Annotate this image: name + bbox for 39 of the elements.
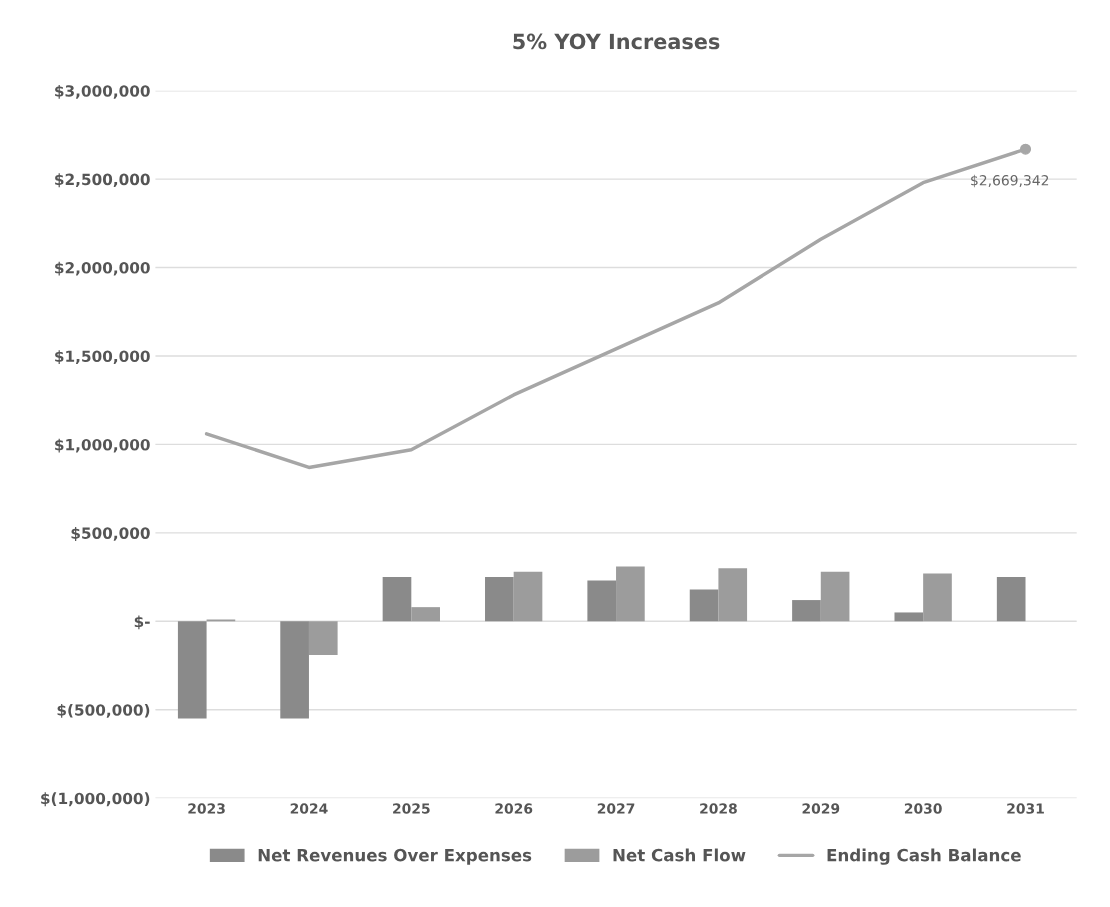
y-tick-label: $2,500,000 xyxy=(55,173,150,188)
x-tick-label: 2025 xyxy=(393,803,430,814)
x-tick-label: 2026 xyxy=(495,803,533,814)
bar xyxy=(689,589,719,622)
bar xyxy=(718,568,748,622)
bar xyxy=(280,621,309,719)
x-tick-label: 2030 xyxy=(904,803,942,814)
y-tick-label: $3,000,000 xyxy=(55,84,150,99)
bar xyxy=(308,621,338,655)
bar xyxy=(177,621,207,719)
x-tick-label: 2027 xyxy=(597,803,635,814)
bar xyxy=(820,571,850,622)
y-tick-label: $1,000,000 xyxy=(55,438,150,453)
x-tick-label: 2023 xyxy=(188,803,225,814)
legend-label: Net Revenues Over Expenses xyxy=(258,848,532,865)
x-tick-label: 2024 xyxy=(290,803,328,814)
x-tick-label: 2028 xyxy=(700,803,737,814)
bar xyxy=(485,577,514,622)
bar xyxy=(894,612,924,622)
bar xyxy=(616,566,645,622)
y-tick-label: $(1,000,000) xyxy=(41,792,150,807)
bar xyxy=(996,577,1026,622)
y-tick-label: $500,000 xyxy=(71,527,150,541)
y-tick-label: $- xyxy=(134,615,150,630)
y-tick-label: $2,000,000 xyxy=(55,261,150,276)
bar xyxy=(587,580,617,622)
legend-label: Net Cash Flow xyxy=(613,848,746,862)
x-tick-label: 2031 xyxy=(1007,803,1044,814)
bar xyxy=(513,571,543,622)
y-tick-label: $1,500,000 xyxy=(55,350,150,365)
bar xyxy=(923,573,952,622)
bar xyxy=(382,577,412,622)
data-label: $2,669,342 xyxy=(971,174,1049,188)
chart-title: 5% YOY Increases xyxy=(513,33,720,50)
y-tick-label: $(500,000) xyxy=(57,703,150,718)
bar xyxy=(411,607,440,622)
legend-label: Ending Cash Balance xyxy=(827,848,1021,865)
x-tick-label: 2029 xyxy=(802,803,840,814)
bar xyxy=(792,600,821,622)
